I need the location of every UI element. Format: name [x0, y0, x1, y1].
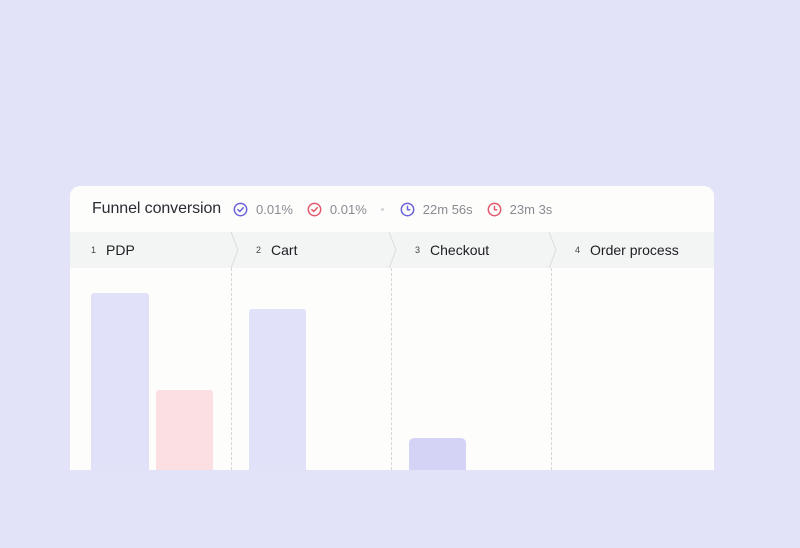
time-value-blue: 22m 56s [422, 201, 473, 217]
step-divider [231, 268, 232, 470]
chevron-right-icon [230, 232, 239, 268]
time-value-red: 23m 3s [509, 201, 553, 217]
step-divider [391, 268, 392, 470]
step-checkout[interactable]: 3 Checkout [415, 232, 489, 268]
conversion-metric-red: 0.01% [307, 202, 367, 217]
step-label: PDP [106, 242, 135, 258]
funnel-card: Funnel conversion 0.01% 0.01% 22m 56s [70, 186, 714, 470]
clock-icon [400, 202, 415, 216]
step-number: 1 [91, 245, 97, 255]
step-order-process[interactable]: 4 Order process [575, 232, 679, 268]
step-number: 4 [575, 245, 581, 255]
step-cart[interactable]: 2 Cart [256, 232, 297, 268]
step-number: 2 [256, 245, 262, 255]
bar-pdp-series-a[interactable] [91, 293, 149, 470]
chevron-right-icon [548, 232, 557, 268]
clock-icon [487, 202, 502, 216]
step-label: Checkout [430, 242, 490, 258]
step-number: 3 [415, 245, 421, 255]
funnel-chart [70, 268, 714, 470]
bar-checkout-series-a[interactable] [409, 438, 466, 470]
bar-cart-series-a[interactable] [249, 309, 306, 470]
check-circle-icon [307, 202, 322, 216]
chevron-right-icon [388, 232, 397, 268]
time-metric-blue: 22m 56s [400, 202, 473, 217]
conversion-metric-blue: 0.01% [233, 202, 293, 217]
conversion-value-red: 0.01% [329, 201, 367, 217]
step-label: Order process [590, 242, 679, 258]
step-pdp[interactable]: 1 PDP [91, 232, 135, 268]
step-divider [551, 268, 552, 470]
step-label: Cart [271, 242, 298, 258]
funnel-steps: 1 PDP 2 Cart 3 Checkout 4 Order process [70, 232, 714, 268]
time-metric-red: 23m 3s [487, 201, 553, 217]
separator-dot [380, 207, 384, 211]
check-circle-icon [233, 202, 248, 216]
card-title: Funnel conversion [92, 200, 222, 217]
bar-pdp-series-b[interactable] [156, 390, 213, 470]
card-header: Funnel conversion 0.01% 0.01% 22m 56s [70, 186, 714, 232]
conversion-value-blue: 0.01% [256, 201, 293, 217]
